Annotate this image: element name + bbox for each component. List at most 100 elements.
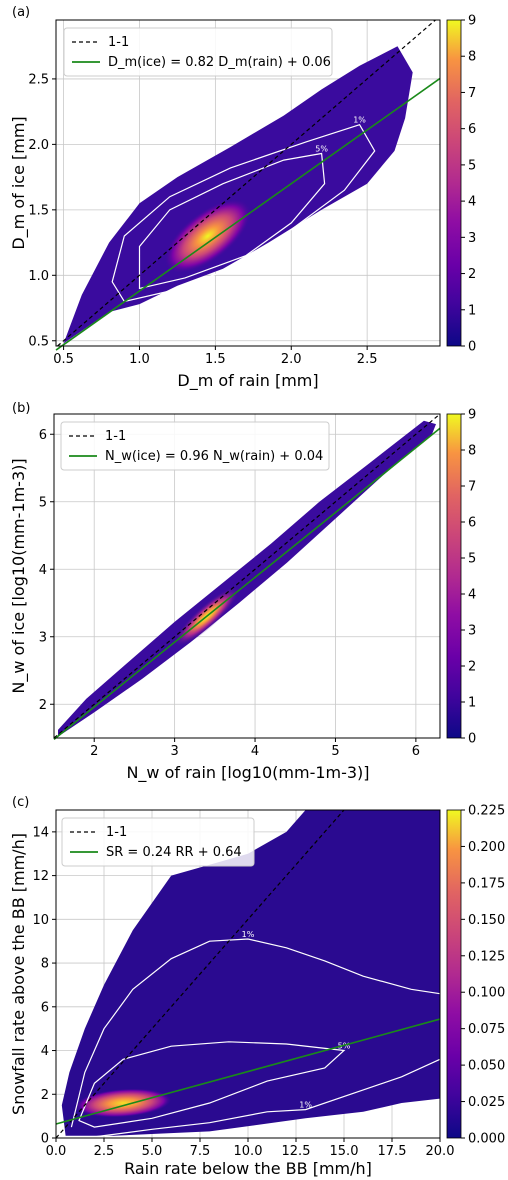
panel-b-legend-label-2: N_w(ice) = 0.96 N_w(rain) + 0.04 <box>105 449 323 464</box>
colorbar-tick-label: 7 <box>468 86 476 101</box>
x-tick-label: 6 <box>412 744 420 759</box>
colorbar-tick-label: 0.150 <box>468 913 505 928</box>
panel-a-density-core <box>164 198 252 274</box>
colorbar-tick-label: 8 <box>468 50 476 65</box>
panel-b-xlabel: N_w of rain [log10(mm-1m-3)] <box>126 763 369 783</box>
y-tick-label: 4 <box>41 1044 49 1059</box>
panel-b-fit-line <box>53 427 441 740</box>
y-tick-label: 8 <box>41 957 49 972</box>
y-tick-label: 1.0 <box>28 269 49 284</box>
y-tick-label: 0.5 <box>28 334 49 349</box>
contour-label: 1% <box>242 930 255 939</box>
x-tick-label: 10.0 <box>234 1144 263 1159</box>
panel-c-legend-label-1: 1-1 <box>106 825 127 840</box>
panel-a-colorbar-ticks: 0 1 2 3 4 5 6 7 8 9 <box>461 14 476 355</box>
panel-a-ylabel: D_m of ice [mm] <box>9 116 29 249</box>
panel-c-legend-label-2: SR = 0.24 RR + 0.64 <box>106 845 242 860</box>
panel-a-frame <box>55 19 441 347</box>
colorbar-tick-label: 6 <box>468 122 476 137</box>
panel-c-ylabel: Snowfall rate above the BB [mm/h] <box>9 833 28 1115</box>
x-tick-label: 15.0 <box>330 1144 359 1159</box>
x-tick-label: 2.5 <box>357 352 378 367</box>
x-tick-label: 1.0 <box>129 352 150 367</box>
y-tick-label: 0 <box>41 1132 49 1147</box>
panel-b-density-cloud <box>58 420 436 737</box>
y-tick-label: 2 <box>39 698 47 713</box>
panel-c-legend-box <box>61 817 255 867</box>
panel-a-tag: (a) <box>12 5 30 20</box>
x-tick-label: 3 <box>170 744 178 759</box>
x-tick-label: 2.0 <box>281 352 302 367</box>
panel-a-legend-label-1: 1-1 <box>108 35 129 50</box>
y-tick-label: 12 <box>32 869 49 884</box>
x-tick-label: 2.5 <box>94 1144 115 1159</box>
colorbar-tick-label: 3 <box>468 231 476 246</box>
y-tick-label: 10 <box>32 913 49 928</box>
panel-c-one-to-one-line <box>55 809 345 1139</box>
panel-b: (b) 2 3 4 5 6 2 3 4 5 6 1-1 N_w(ice) = 0.96 N_w(r… <box>9 401 476 783</box>
colorbar-tick-label: 0.100 <box>468 986 505 1001</box>
contour-label: 1% <box>299 1101 312 1110</box>
contour-label: 1% <box>353 116 366 125</box>
colorbar-tick-label: 9 <box>468 14 476 29</box>
y-tick-label: 1.5 <box>28 203 49 218</box>
panel-c-colorbar-ticks: 0.000 0.025 0.050 0.075 0.100 0.125 0.150 0.175… <box>461 804 505 1147</box>
panel-c-density-cloud <box>61 810 441 1136</box>
colorbar-tick-label: 0.225 <box>468 804 505 819</box>
x-tick-label: 7.5 <box>190 1144 211 1159</box>
panel-b-legend: 1-1 N_w(ice) = 0.96 N_w(rain) + 0.04 <box>60 421 330 471</box>
panel-a-fit-line <box>55 77 441 351</box>
panel-b-tag: (b) <box>12 401 30 416</box>
colorbar-tick-label: 0.075 <box>468 1022 505 1037</box>
colorbar-tick-label: 1 <box>468 696 476 711</box>
panel-c-xlabel: Rain rate below the BB [mm/h] <box>124 1159 372 1178</box>
panel-a-density-cloud <box>63 46 413 344</box>
panel-b-legend-box <box>60 421 330 471</box>
panel-b-ticks: 2 3 4 5 6 2 3 4 5 6 <box>39 428 420 759</box>
y-tick-label: 2.0 <box>28 138 49 153</box>
y-tick-label: 5 <box>39 495 47 510</box>
panel-b-colorbar-ticks: 0 1 2 3 4 5 6 7 8 9 <box>461 408 476 747</box>
colorbar-tick-label: 5 <box>468 158 476 173</box>
colorbar-tick-label: 0.125 <box>468 949 505 964</box>
x-tick-label: 1.5 <box>205 352 226 367</box>
y-tick-label: 2.5 <box>28 72 49 87</box>
panel-b-ylabel: N_w of ice [log10(mm-1m-3)] <box>9 458 29 693</box>
y-tick-label: 6 <box>39 428 47 443</box>
panel-a-one-to-one-line <box>57 19 436 347</box>
panel-c-ticks: 0.0 2.5 5.0 7.5 10.0 12.5 15.0 17.5 20.0 0 2 4 6 8 10 1… <box>32 825 454 1159</box>
x-tick-label: 0.5 <box>53 352 74 367</box>
colorbar-tick-label: 8 <box>468 444 476 459</box>
colorbar-tick-label: 0 <box>468 732 476 747</box>
contour-line <box>70 938 441 1128</box>
panel-a: (a) 1%5% 0.5 1.0 1.5 2.0 2.50.51.01.52.02.5 … <box>9 5 476 391</box>
panel-c-colorbar <box>446 809 462 1139</box>
colorbar-tick-label: 1 <box>468 303 476 318</box>
y-tick-label: 14 <box>32 825 49 840</box>
panel-a-legend-box <box>63 27 333 77</box>
colorbar-tick-label: 0.175 <box>468 876 505 891</box>
contour-line <box>94 1058 441 1138</box>
y-tick-label: 4 <box>39 563 47 578</box>
colorbar-tick-label: 9 <box>468 408 476 423</box>
x-tick-label: 4 <box>251 744 259 759</box>
colorbar-tick-label: 7 <box>468 480 476 495</box>
panel-a-legend: 1-1 D_m(ice) = 0.82 D_m(rain) + 0.06 <box>63 27 333 77</box>
y-tick-label: 6 <box>41 1000 49 1015</box>
y-tick-label: 2 <box>41 1088 49 1103</box>
contour-line <box>111 123 376 303</box>
panel-a-xlabel: D_m of rain [mm] <box>177 371 318 391</box>
panel-c-density-core <box>75 1088 172 1118</box>
panel-a-ticks: 0.5 1.0 1.5 2.0 2.5 0.5 1.0 1.5 2.0 2.5 <box>28 72 377 367</box>
colorbar-tick-label: 0.000 <box>468 1132 505 1147</box>
panel-b-frame <box>53 413 441 739</box>
panel-a-colorbar <box>446 19 462 347</box>
x-tick-label: 2 <box>90 744 98 759</box>
colorbar-tick-label: 0.200 <box>468 840 505 855</box>
contour-line <box>138 152 326 290</box>
x-tick-label: 5.0 <box>142 1144 163 1159</box>
colorbar-tick-label: 4 <box>468 195 476 210</box>
panel-b-colorbar <box>446 413 462 739</box>
colorbar-tick-label: 0.050 <box>468 1059 505 1074</box>
